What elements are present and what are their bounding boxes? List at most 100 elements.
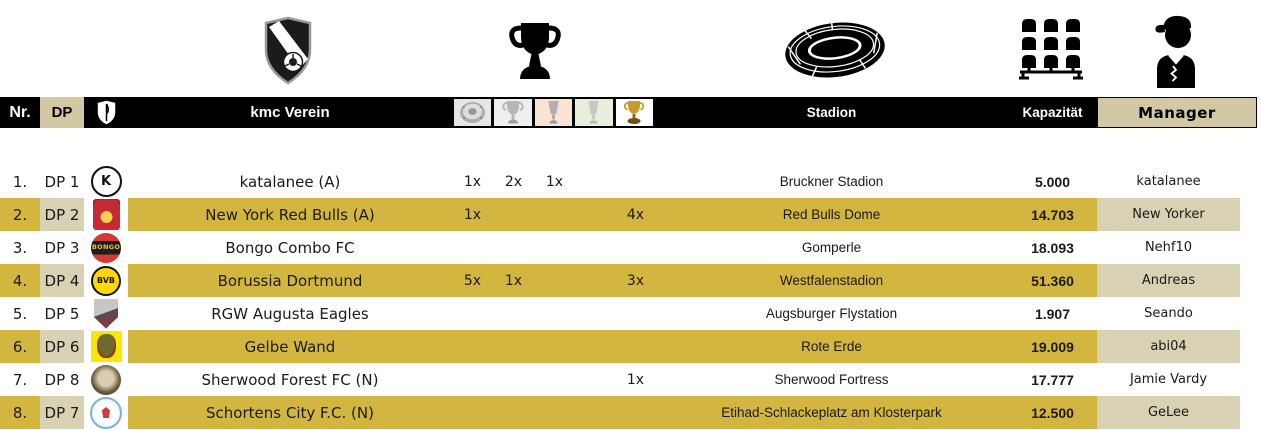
table-body: 1. DP 1 K katalanee (A) 1x 2x 1x Bruckne… — [0, 165, 1240, 429]
club-badge: BVB — [84, 264, 128, 297]
trophy-column-headers — [452, 97, 655, 128]
dp-label: DP 4 — [40, 264, 84, 297]
table-row[interactable]: 1. DP 1 K katalanee (A) 1x 2x 1x Bruckne… — [0, 165, 1240, 198]
trophy-count-uefa-cup — [534, 330, 575, 363]
capacity-value: 1.907 — [1034, 305, 1071, 322]
dp-label: DP 8 — [44, 370, 80, 389]
column-header-dp[interactable]: DP — [40, 97, 84, 128]
trophy-count-silver-cup — [575, 198, 616, 231]
capacity-value: 12.500 — [1031, 404, 1074, 421]
trophy-count-uefa-cup — [534, 231, 575, 264]
row-number: 7. — [12, 370, 28, 389]
trophy-count-uefa-cup: 1x — [545, 173, 564, 190]
trophy-count-uefa-cup — [534, 363, 575, 396]
table-row[interactable]: 3. DP 3 BONGO Bongo Combo FC Gomperle 18… — [0, 231, 1240, 264]
club-name: Bongo Combo FC — [225, 238, 355, 257]
shield-icon[interactable] — [84, 97, 128, 128]
row-number: 3. — [12, 238, 28, 257]
table-row[interactable]: 2. DP 2 New York Red Bulls (A) 1x 4x Red… — [0, 198, 1240, 231]
trophy-count-champions-league — [493, 330, 534, 363]
trophy-count-silver-cup — [575, 363, 616, 396]
trophy-count-gold-cup — [616, 330, 655, 363]
club-name: RGW Augusta Eagles — [211, 304, 369, 323]
trophy-count-silver-cup — [575, 297, 616, 330]
club-badge: K — [84, 165, 128, 198]
club-badge-text: BVB — [96, 275, 116, 285]
table-header: Nr. DP kmc Verein — [0, 97, 1257, 128]
stadium-name: Bruckner Stadion — [779, 174, 884, 189]
dp-label: DP 6 — [40, 330, 84, 363]
club-badge-text: BONGO — [91, 243, 121, 252]
column-header-manager[interactable]: Manager — [1097, 97, 1257, 128]
trophy-count-meisterschale — [452, 297, 493, 330]
trophy-count-champions-league — [493, 297, 534, 330]
capacity-value: 17.777 — [1031, 371, 1074, 388]
trophy-count-silver-cup — [575, 264, 616, 297]
stadium-icon — [779, 8, 891, 96]
club-name: Gelbe Wand — [244, 337, 336, 356]
gold-cup-icon[interactable] — [615, 99, 654, 126]
uefa-cup-icon[interactable] — [534, 99, 573, 126]
row-number: 8. — [12, 403, 28, 422]
stadium-name: Red Bulls Dome — [782, 207, 881, 222]
club-crest-icon — [262, 16, 314, 90]
stadium-name: Westfalenstadion — [779, 273, 884, 288]
silver-cup-icon[interactable] — [575, 99, 613, 126]
manager-name: GeLee — [1097, 396, 1240, 429]
row-number: 6. — [12, 337, 28, 356]
trophy-count-silver-cup — [575, 330, 616, 363]
manager-name: Andreas — [1097, 264, 1240, 297]
banner — [0, 0, 1261, 97]
row-number: 2. — [12, 205, 28, 224]
row-number: 5. — [12, 304, 28, 323]
table-row[interactable]: 4. DP 4 BVB Borussia Dortmund 5x 1x 3x W… — [0, 264, 1240, 297]
capacity-value: 19.009 — [1031, 338, 1074, 355]
trophy-count-uefa-cup — [534, 297, 575, 330]
table-row[interactable]: 8. DP 7 Schortens City F.C. (N) Etihad-S… — [0, 396, 1240, 429]
column-header-nr[interactable]: Nr. — [9, 103, 31, 121]
dp-label: DP 2 — [40, 198, 84, 231]
club-badge-text: K — [100, 174, 112, 189]
trophy-count-champions-league — [493, 198, 534, 231]
table-row[interactable]: 6. DP 6 Gelbe Wand Rote Erde 19.009 abi0… — [0, 330, 1240, 363]
column-header-club[interactable]: kmc Verein — [250, 104, 330, 121]
trophy-count-champions-league: 1x — [504, 272, 523, 289]
manager-name: Jamie Vardy — [1129, 372, 1208, 387]
stadium-name: Sherwood Fortress — [774, 372, 889, 387]
trophy-count-champions-league: 2x — [504, 173, 523, 190]
club-name: Sherwood Forest FC (N) — [201, 370, 379, 389]
capacity-value: 5.000 — [1034, 173, 1071, 190]
trophy-count-gold-cup: 3x — [626, 272, 645, 289]
manager-name: abi04 — [1097, 330, 1240, 363]
trophy-count-gold-cup — [616, 396, 655, 429]
club-badge — [84, 396, 128, 429]
trophy-count-meisterschale: 1x — [463, 206, 482, 223]
champions-league-trophy-icon[interactable] — [494, 99, 532, 126]
column-header-stadium[interactable]: Stadion — [806, 105, 857, 120]
meisterschale-icon[interactable] — [454, 99, 492, 126]
trophy-count-champions-league — [493, 231, 534, 264]
dp-label: DP 7 — [40, 396, 84, 429]
trophy-count-uefa-cup — [534, 264, 575, 297]
table-row[interactable]: 7. DP 8 Sherwood Forest FC (N) 1x Sherwo… — [0, 363, 1240, 396]
stadium-name: Etihad-Schlackeplatz am Klosterpark — [721, 405, 942, 420]
club-name: Borussia Dortmund — [217, 271, 363, 290]
stadium-seats-icon — [1018, 16, 1084, 86]
row-number: 4. — [12, 271, 28, 290]
trophy-count-silver-cup — [575, 165, 616, 198]
trophy-icon — [506, 20, 564, 86]
club-name: Schortens City F.C. (N) — [206, 403, 374, 422]
trophy-count-gold-cup: 4x — [626, 206, 645, 223]
capacity-value: 18.093 — [1031, 239, 1074, 256]
table-row[interactable]: 5. DP 5 RGW Augusta Eagles Augsburger Fl… — [0, 297, 1240, 330]
club-badge — [84, 330, 128, 363]
trophy-count-gold-cup — [616, 297, 655, 330]
stadium-name: Augsburger Flystation — [765, 306, 898, 321]
row-number: 1. — [12, 172, 28, 191]
trophy-count-silver-cup — [575, 396, 616, 429]
trophy-count-silver-cup — [575, 231, 616, 264]
trophy-count-gold-cup — [616, 165, 655, 198]
trophy-count-uefa-cup — [534, 396, 575, 429]
column-header-capacity[interactable]: Kapazität — [1022, 105, 1083, 120]
